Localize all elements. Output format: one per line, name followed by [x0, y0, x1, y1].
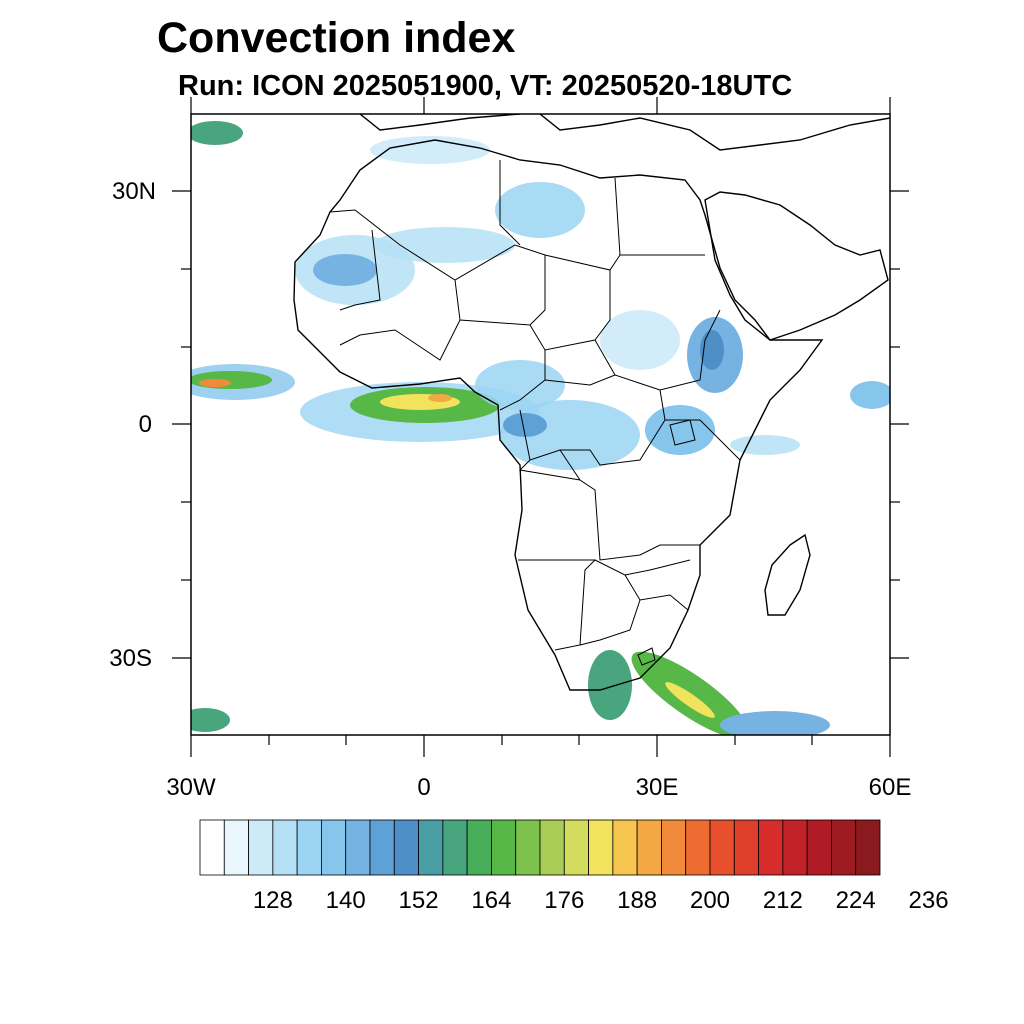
convection-area-itcz-core: [199, 379, 231, 387]
colorbar-box: [418, 819, 444, 876]
x-axis-label-30e: 30E: [635, 774, 679, 801]
colorbar-box: [709, 819, 735, 876]
y-axis-label-30n: 30N: [111, 178, 156, 205]
colorbar-box: [806, 819, 832, 876]
convection-area-sahara-w-core: [313, 254, 377, 286]
coastlines: [293, 114, 890, 691]
colorbar-box: [782, 819, 808, 876]
convection-area-itcz: [191, 371, 272, 389]
colorbar-box: [661, 819, 687, 876]
colorbar-box: [563, 819, 589, 876]
colorbar-box: [515, 819, 541, 876]
convection-area-east-ocean: [850, 381, 890, 409]
europe-coastline: [359, 114, 890, 151]
convection-area-sw-corner: [191, 708, 230, 732]
colorbar-box: [855, 819, 881, 876]
convection-area-congo-core: [503, 413, 547, 437]
colorbar-box: [588, 819, 614, 876]
map-ticks: [172, 97, 909, 757]
convection-area-libya: [495, 182, 585, 238]
colorbar-box: [393, 819, 419, 876]
convection-area-sahara-c: [375, 227, 515, 263]
colorbar-box: [466, 819, 492, 876]
convection-area-med: [370, 136, 490, 164]
convection-area-ethiopia-core: [700, 330, 724, 370]
colorbar-label: 128: [252, 887, 293, 914]
colorbar-label: 176: [544, 887, 585, 914]
convection-area-south-africa: [588, 650, 632, 720]
country-borders: [329, 160, 741, 666]
colorbar-box: [223, 819, 249, 876]
convection-area-indian-ocean: [730, 435, 800, 455]
convection-area-sw-ocean: [720, 711, 830, 735]
border-lines: [329, 160, 741, 651]
colorbar-box: [248, 819, 274, 876]
colorbar-box: [612, 819, 638, 876]
y-axis-label-30s: 30S: [109, 645, 152, 672]
convection-area-sa-plume-core: [665, 682, 715, 718]
colorbar-label: 200: [689, 887, 731, 914]
colorbar-label: 164: [471, 887, 512, 914]
colorbar-label: 140: [325, 887, 366, 914]
chart-title: Convection index: [157, 14, 516, 62]
colorbar-box: [539, 819, 565, 876]
y-axis-label-0: 0: [138, 411, 152, 438]
lake-victoria: [669, 419, 696, 446]
colorbar-box: [369, 819, 395, 876]
arabia-coastline: [704, 191, 889, 341]
colorbar-label: 236: [908, 887, 949, 914]
colorbar-box: [491, 819, 517, 876]
colorbar-box: [296, 819, 322, 876]
colorbar-label: 152: [398, 887, 439, 914]
colorbar-box: [321, 819, 347, 876]
x-axis-label-0: 0: [417, 774, 431, 801]
lesotho-border: [637, 647, 656, 666]
colorbar-box: [831, 819, 857, 876]
x-axis-label-30w: 30W: [166, 774, 216, 801]
convection-area-lakes: [645, 405, 715, 455]
colorbar-box: [199, 819, 225, 876]
africa-coastline: [293, 139, 824, 691]
madagascar-coastline: [764, 533, 811, 616]
chart-subtitle: Run: ICON 2025051900, VT: 20250520-18UTC: [178, 70, 793, 102]
convection-field: [191, 121, 890, 735]
colorbar-box: [272, 819, 298, 876]
colorbar-label: 212: [762, 887, 803, 914]
x-axis-label-60e: 60E: [868, 774, 912, 801]
colorbar: [199, 819, 881, 876]
convection-area-nw: [191, 121, 243, 145]
colorbar-box: [636, 819, 662, 876]
colorbar-box: [442, 819, 468, 876]
colorbar-label: 188: [617, 887, 658, 914]
colorbar-box: [345, 819, 371, 876]
colorbar-label: 224: [835, 887, 876, 914]
convection-area-guinea-peak: [428, 394, 452, 402]
colorbar-box: [685, 819, 711, 876]
colorbar-box: [733, 819, 759, 876]
convection-area-sudan: [600, 310, 680, 370]
convection-area-sahel: [475, 360, 565, 410]
colorbar-box: [758, 819, 784, 876]
